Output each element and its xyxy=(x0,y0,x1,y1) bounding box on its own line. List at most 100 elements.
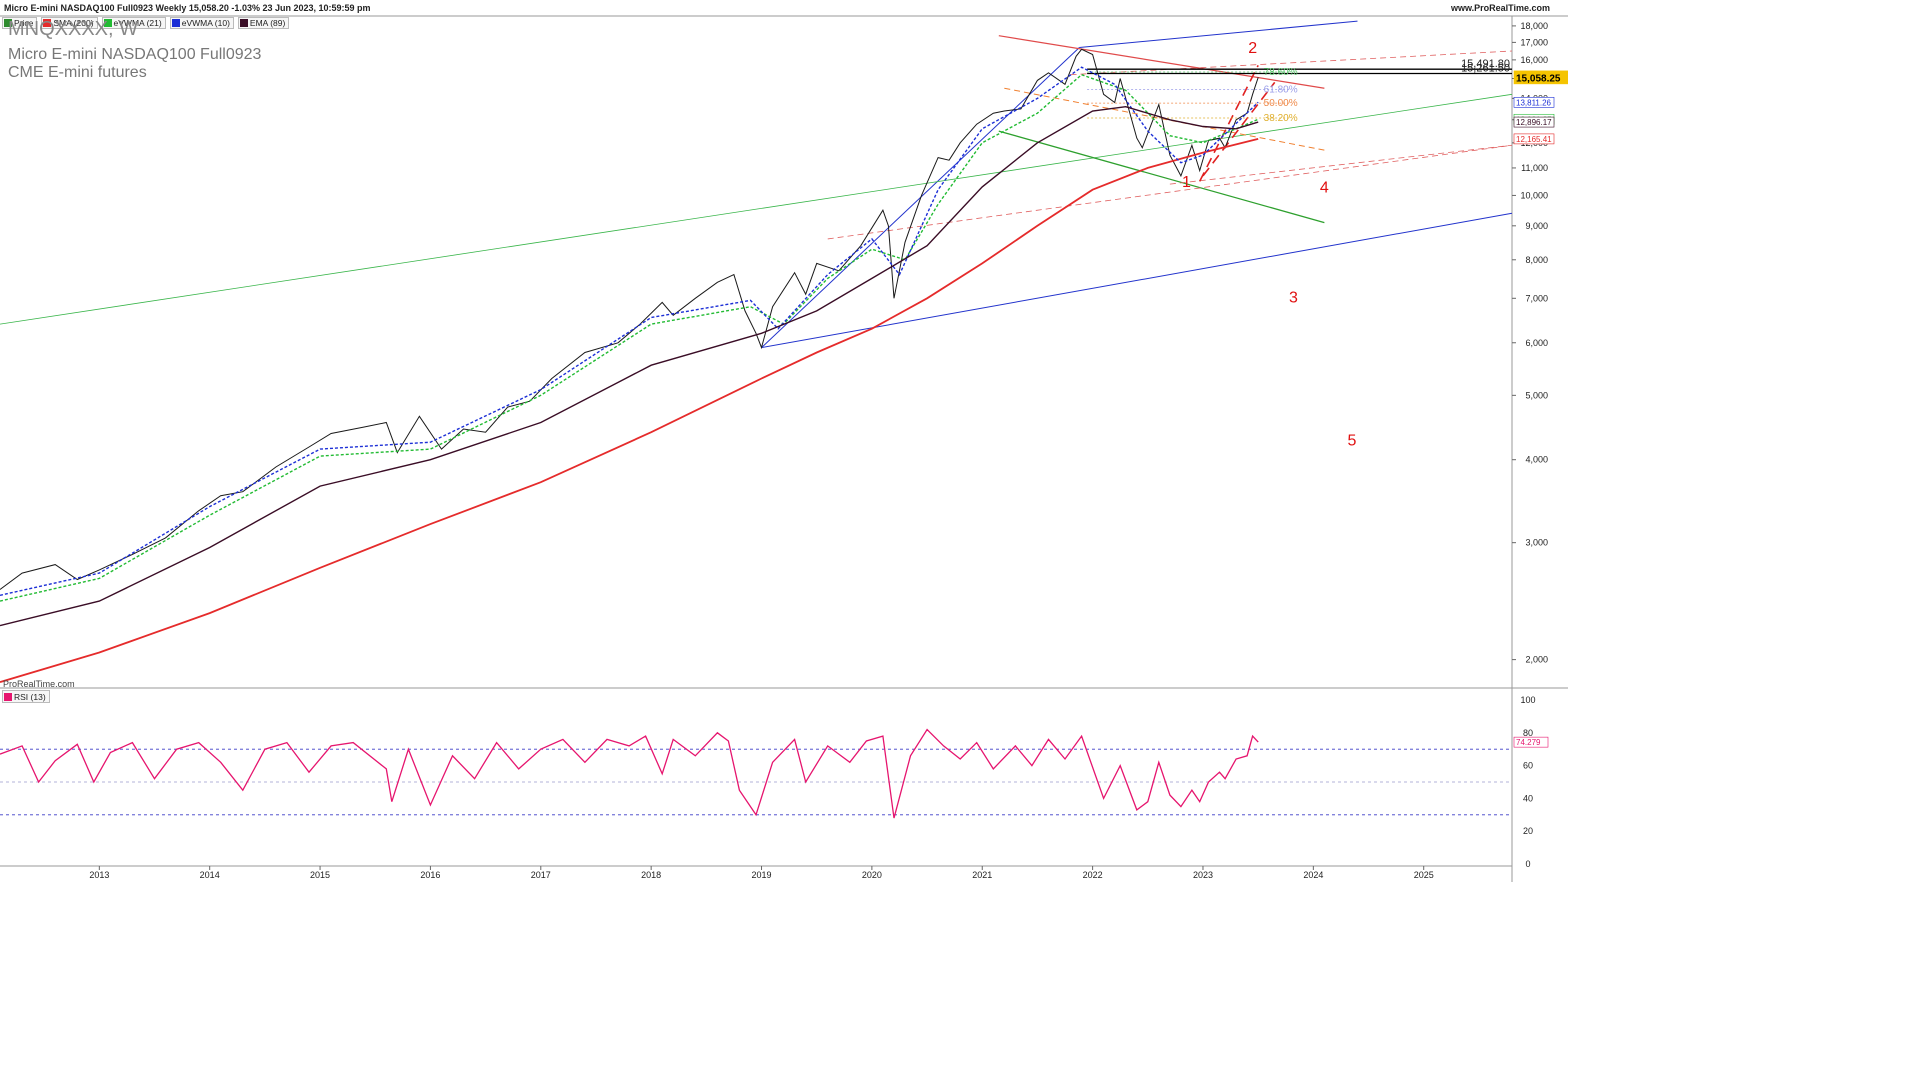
time-tick-label: 2023 xyxy=(1193,870,1213,880)
fib-level-label: 50.00% xyxy=(1264,98,1298,109)
wave-count-label: 5 xyxy=(1348,433,1357,450)
axis-value-tag-label: 13,811.26 xyxy=(1516,98,1552,107)
rsi-legend-label: RSI (13) xyxy=(14,691,46,702)
price-tick-label: 8,000 xyxy=(1525,255,1548,265)
red-steep-dashed-2[interactable] xyxy=(1202,81,1276,177)
red-steep-dashed-1[interactable] xyxy=(1198,64,1259,182)
price-tick-label: 4,000 xyxy=(1525,455,1548,465)
legend-item[interactable]: Price xyxy=(2,17,38,29)
wave-count-label: 1 xyxy=(1182,174,1191,191)
fib-level-label: 78.60% xyxy=(1264,67,1298,78)
series-line-evwma-10[interactable] xyxy=(0,66,1259,596)
red-dashed-upper[interactable] xyxy=(1070,50,1513,76)
time-tick-label: 2022 xyxy=(1083,870,1103,880)
legend-item[interactable]: EMA (89) xyxy=(237,17,290,29)
legend-swatch xyxy=(239,19,248,27)
price-tick-label: 10,000 xyxy=(1520,190,1548,200)
rsi-tick-label: 40 xyxy=(1523,793,1533,803)
symbol-name: MNQXXXX, W xyxy=(8,18,139,40)
chart-title: Micro E-mini NASDAQ100 Full0923 Weekly 1… xyxy=(4,3,371,13)
price-tick-label: 17,000 xyxy=(1520,37,1548,47)
rsi-tick-label: 20 xyxy=(1523,826,1533,836)
time-tick-label: 2018 xyxy=(641,870,661,880)
series-line-sma-200[interactable] xyxy=(0,138,1259,683)
green-support-line[interactable] xyxy=(998,130,1325,224)
legend-swatch xyxy=(171,19,180,27)
price-tick-label: 9,000 xyxy=(1525,221,1548,231)
axis-value-tag xyxy=(1513,96,1555,108)
time-tick-label: 2024 xyxy=(1303,870,1323,880)
indicator-legend: Price SMA (200) eVWMA (21) eVWMA (10) EMA (8… xyxy=(2,17,290,29)
price-tick-label: 18,000 xyxy=(1520,21,1548,31)
channel-top-line[interactable] xyxy=(1079,20,1358,49)
rsi-tick-label: 100 xyxy=(1520,695,1535,705)
legend-item[interactable]: eVWMA (21) xyxy=(101,17,166,29)
legend-item[interactable]: eVWMA (10) xyxy=(169,17,234,29)
rsi-tick-label: 80 xyxy=(1523,728,1533,738)
rsi-tick-label: 60 xyxy=(1523,761,1533,771)
channel-lower-line[interactable] xyxy=(761,212,1513,349)
price-tick-label: 3,000 xyxy=(1525,538,1548,548)
rsi-value-tag-label: 74.279 xyxy=(1516,738,1541,747)
exchange-name: CME E-mini futures xyxy=(8,64,147,81)
legend-label: eVWMA (10) xyxy=(181,18,230,28)
wave-count-label: 3 xyxy=(1289,289,1298,306)
brand-link[interactable]: www.ProRealTime.com xyxy=(1450,3,1550,13)
axis-value-tag xyxy=(1513,70,1568,85)
legend-label: SMA (200) xyxy=(53,18,94,28)
red-dashed-mid[interactable] xyxy=(827,144,1513,240)
series-line-ema-89[interactable] xyxy=(0,105,1259,627)
rsi-value-tag xyxy=(1513,736,1549,748)
resistance-value-label: 15,261.50 xyxy=(1461,63,1510,75)
series-line-price[interactable] xyxy=(0,48,1259,590)
long-green-trendline[interactable] xyxy=(0,93,1513,325)
time-tick-label: 2019 xyxy=(752,870,772,880)
legend-item[interactable]: SMA (200) xyxy=(41,17,98,29)
fib-level-label: 38.20% xyxy=(1264,113,1298,124)
axis-value-tag xyxy=(1513,133,1555,145)
rsi-legend[interactable]: RSI (13) xyxy=(2,690,50,703)
axis-value-tag-label: 12,165.41 xyxy=(1516,135,1552,144)
legend-label: EMA (89) xyxy=(249,18,286,28)
grid xyxy=(0,15,1568,882)
time-tick-label: 2025 xyxy=(1414,870,1434,880)
legend-swatch xyxy=(103,19,112,27)
axes: 2,000 3,000 4,000 5,000 6,000 7,000 8,000 9,000… xyxy=(89,21,1568,880)
wave-count-label: 2 xyxy=(1248,40,1257,57)
chart-title-bar: Micro E-mini NASDAQ100 Full0923 Weekly 1… xyxy=(0,0,1568,16)
wave-count-label: 4 xyxy=(1320,180,1329,197)
price-tick-label: 16,000 xyxy=(1520,55,1548,65)
time-tick-label: 2013 xyxy=(89,870,109,880)
price-tick-label: 11,000 xyxy=(1521,163,1548,173)
axis-value-tag xyxy=(1513,116,1555,128)
axis-value-tag-label: 15,058.25 xyxy=(1516,73,1561,84)
time-tick-label: 2021 xyxy=(972,870,992,880)
price-tick-label: 5,000 xyxy=(1525,390,1548,400)
price-tick-label: 7,000 xyxy=(1525,293,1548,303)
price-tick-label: 2,000 xyxy=(1525,655,1548,665)
red-dashed-lower[interactable] xyxy=(1169,144,1513,185)
time-tick-label: 2020 xyxy=(862,870,882,880)
price-series xyxy=(0,48,1259,683)
rsi-tick-label: 0 xyxy=(1525,859,1530,869)
time-tick-label: 2016 xyxy=(420,870,440,880)
orange-dashed-line[interactable] xyxy=(1004,87,1325,151)
price-tick-label: 6,000 xyxy=(1525,338,1548,348)
legend-swatch xyxy=(43,19,52,27)
time-tick-label: 2017 xyxy=(531,870,551,880)
rsi-line[interactable] xyxy=(0,728,1259,819)
watermark-text: ProRealTime.com xyxy=(3,679,75,689)
rsi-swatch xyxy=(4,692,12,701)
rsi-panel: 0 20 40 60 80 100 74.279 xyxy=(0,695,1549,869)
red-downtrend-line[interactable] xyxy=(998,35,1325,89)
time-tick-label: 2015 xyxy=(310,870,330,880)
legend-label: Price xyxy=(14,18,34,28)
resistance-value-label: 15,491.80 xyxy=(1461,58,1510,70)
legend-label: eVWMA (21) xyxy=(113,18,162,28)
legend-swatch xyxy=(4,19,12,27)
series-line-evwma-21[interactable] xyxy=(0,73,1259,602)
axis-value-tag-label: 12,896.17 xyxy=(1516,118,1552,127)
fib-level-label: 61.80% xyxy=(1264,85,1298,96)
